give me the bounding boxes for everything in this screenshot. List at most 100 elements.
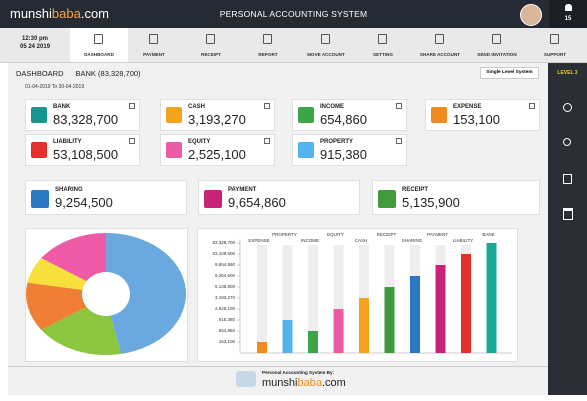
card-icon (31, 142, 47, 158)
logo[interactable]: munshibaba.com (10, 6, 109, 21)
nav-label: MOVE ACCOUNT (307, 52, 345, 57)
edit-icon (264, 138, 270, 144)
sidebar-icon[interactable] (563, 174, 572, 184)
nav-label: SHARE ACCOUNT (419, 52, 461, 57)
nav-item[interactable]: SETTING (354, 28, 412, 62)
nav-icon (378, 34, 387, 44)
footer-mascot (236, 371, 256, 387)
level-button[interactable]: Single Level System (480, 67, 539, 79)
edit-icon (129, 138, 135, 144)
bar (410, 276, 420, 353)
footer-text: Personal Accounting System By: (262, 370, 335, 375)
x-category-label: SHARING (402, 238, 423, 243)
nav-item[interactable]: REPORT (239, 28, 297, 62)
nav-item[interactable]: SUPPORT (526, 28, 584, 62)
bar-track (333, 245, 344, 353)
bar (257, 342, 267, 353)
app-title: PERSONAL ACCOUNTING SYSTEM (219, 9, 368, 19)
bar (461, 254, 471, 353)
edit-icon (396, 138, 402, 144)
y-tick-label: 153,100 (219, 339, 236, 344)
nav-bar: 12:30 pm 05 24 2019 DASHBOARD PAYMENT RECE… (0, 28, 587, 63)
x-category-label: LIABILITY (453, 238, 474, 243)
y-tick-label: 2,525,100 (215, 306, 236, 311)
summary-card[interactable]: CASH 3,193,270 (160, 99, 275, 131)
card-value: 9,254,500 (55, 195, 113, 210)
logo-part: .com (321, 377, 346, 389)
summary-card[interactable]: PROPERTY 915,380 (292, 134, 407, 166)
nav-icon (321, 34, 330, 44)
bar (308, 331, 318, 353)
summary-card[interactable]: BANK 83,328,700 (25, 99, 140, 131)
summary-card[interactable]: INCOME 654,860 (292, 99, 407, 131)
nav-icon (94, 34, 103, 44)
nav-label: RECEIPT (201, 52, 221, 57)
card-label: LIABILITY (53, 139, 82, 145)
bell-icon (565, 4, 572, 11)
y-tick-label: 9,254,500 (215, 273, 236, 278)
bar-track (308, 245, 318, 353)
nav-item[interactable]: MOVE ACCOUNT (297, 28, 355, 62)
sidebar-icon[interactable] (563, 103, 572, 112)
notifications[interactable]: 15 (549, 0, 587, 28)
x-category-label: EXPENSE (248, 238, 269, 243)
logo-part: .com (80, 6, 110, 21)
x-category-label: BANK (482, 232, 494, 237)
logo-part: baba (51, 6, 81, 21)
card-label: EQUITY (188, 139, 211, 145)
top-bar: munshibaba.com PERSONAL ACCOUNTING SYSTE… (0, 0, 587, 28)
card-value: 153,100 (453, 112, 500, 127)
nav-item[interactable]: DASHBOARD (70, 28, 128, 62)
nav-icon (492, 34, 501, 44)
nav-icon (550, 34, 559, 44)
summary-card[interactable]: EQUITY 2,525,100 (160, 134, 275, 166)
sidebar: LEVEL 3 (548, 63, 587, 395)
summary-card[interactable]: RECEIPT 5,135,900 (372, 180, 540, 215)
nav-item[interactable]: RECEIPT (182, 28, 240, 62)
edit-icon (264, 103, 270, 109)
nav-icon (206, 34, 215, 44)
y-tick-label: 9,654,860 (215, 262, 236, 267)
bar (333, 309, 344, 353)
y-tick-label: 915,380 (219, 317, 236, 322)
date-range: 01-04-2019 To 30-04-2019 (25, 84, 85, 90)
nav-label: PAYMENT (143, 52, 165, 57)
bar (384, 287, 395, 353)
x-category-label: PROPERTY (272, 232, 297, 237)
card-icon (431, 107, 447, 123)
nav-icon (435, 34, 444, 44)
sidebar-icon[interactable] (563, 138, 571, 146)
card-label: BANK (53, 104, 71, 110)
nav-item[interactable]: SEND INVITATION (468, 28, 526, 62)
summary-card[interactable]: EXPENSE 153,100 (425, 99, 540, 131)
card-icon (31, 107, 47, 123)
card-label: INCOME (320, 104, 344, 110)
x-category-label: CASH (355, 238, 368, 243)
card-value: 915,380 (320, 147, 367, 162)
nav-label: REPORT (258, 52, 278, 57)
nav-label: DASHBOARD (84, 52, 114, 57)
nav-item[interactable]: SHARE ACCOUNT (411, 28, 469, 62)
card-value: 83,328,700 (53, 112, 119, 127)
avatar[interactable] (520, 4, 542, 26)
page-heading: DASHBOARD BANK (83,328,700) (16, 69, 141, 78)
card-icon (378, 190, 396, 208)
summary-card[interactable]: SHARING 9,254,500 (25, 180, 187, 215)
summary-card[interactable]: LIABILITY 53,108,500 (25, 134, 140, 166)
card-icon (298, 142, 314, 158)
level-label: LEVEL 3 (557, 70, 578, 76)
page-title: DASHBOARD (16, 69, 64, 78)
sidebar-icon[interactable] (563, 208, 573, 220)
nav-icon (149, 34, 158, 44)
card-icon (166, 142, 182, 158)
bar (435, 265, 446, 353)
footer-rule (8, 366, 548, 367)
card-icon (166, 107, 182, 123)
bar (359, 298, 369, 353)
pie-slice (41, 306, 121, 355)
nav-item[interactable]: PAYMENT (125, 28, 183, 62)
logo-part: munshi (10, 6, 52, 21)
y-tick-label: 654,860 (219, 328, 236, 333)
summary-card[interactable]: PAYMENT 9,654,860 (198, 180, 360, 215)
